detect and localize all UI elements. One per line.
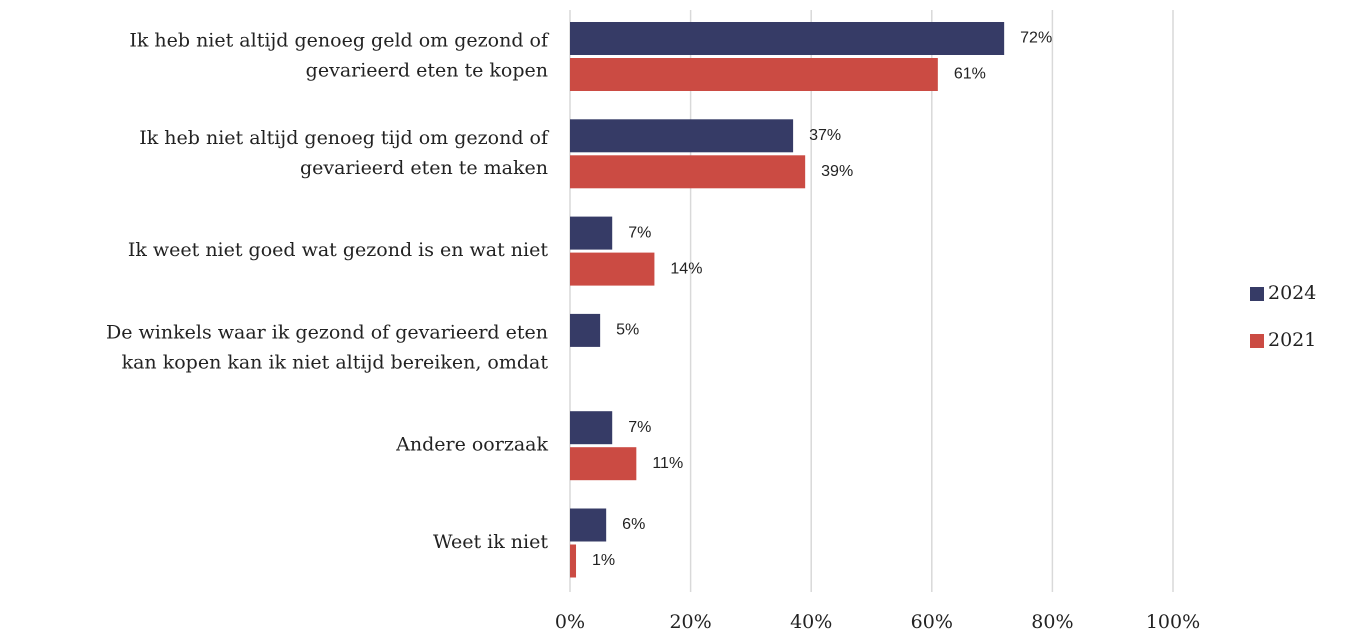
- category-label: Ik weet niet goed wat gezond is en wat n…: [128, 239, 549, 261]
- bar: [570, 447, 637, 481]
- category-label: gevarieerd eten te kopen: [306, 60, 548, 82]
- legend-label: 2021: [1268, 329, 1316, 351]
- bar: [570, 411, 613, 445]
- x-tick-label: 0%: [555, 611, 585, 633]
- category-label: gevarieerd eten te maken: [300, 157, 548, 179]
- category-label: Andere oorzaak: [395, 434, 548, 456]
- bar: [570, 119, 794, 153]
- legend-label: 2024: [1268, 282, 1316, 304]
- legend-swatch: [1250, 287, 1264, 301]
- bar: [570, 544, 577, 578]
- bar: [570, 252, 655, 286]
- x-tick-label: 40%: [790, 611, 832, 633]
- data-label: 1%: [592, 552, 615, 569]
- bar: [570, 155, 806, 189]
- data-label: 5%: [616, 322, 639, 339]
- data-label: 61%: [954, 66, 986, 83]
- x-tick-label: 100%: [1146, 611, 1200, 633]
- category-label: kan kopen kan ik niet altijd bereiken, o…: [122, 351, 549, 373]
- category-label: Ik heb niet altijd genoeg tijd om gezond…: [139, 127, 550, 149]
- data-label: 39%: [821, 163, 853, 180]
- data-label: 7%: [628, 224, 651, 241]
- bar: [570, 58, 938, 91]
- bar: [570, 216, 613, 250]
- data-label: 6%: [622, 516, 645, 533]
- x-tick-label: 80%: [1031, 611, 1073, 633]
- data-label: 14%: [670, 260, 702, 277]
- category-label: Weet ik niet: [433, 531, 548, 553]
- x-tick-label: 60%: [911, 611, 953, 633]
- category-label: De winkels waar ik gezond of gevarieerd …: [106, 321, 548, 343]
- bar: [570, 22, 1005, 55]
- legend-swatch: [1250, 334, 1264, 348]
- data-label: 7%: [628, 419, 651, 436]
- x-tick-label: 20%: [669, 611, 711, 633]
- data-label: 72%: [1020, 30, 1052, 47]
- data-label: 37%: [809, 127, 841, 144]
- bar: [570, 508, 607, 542]
- category-label: Ik heb niet altijd genoeg geld om gezond…: [129, 30, 550, 52]
- data-label: 11%: [652, 455, 683, 472]
- bar: [570, 313, 601, 347]
